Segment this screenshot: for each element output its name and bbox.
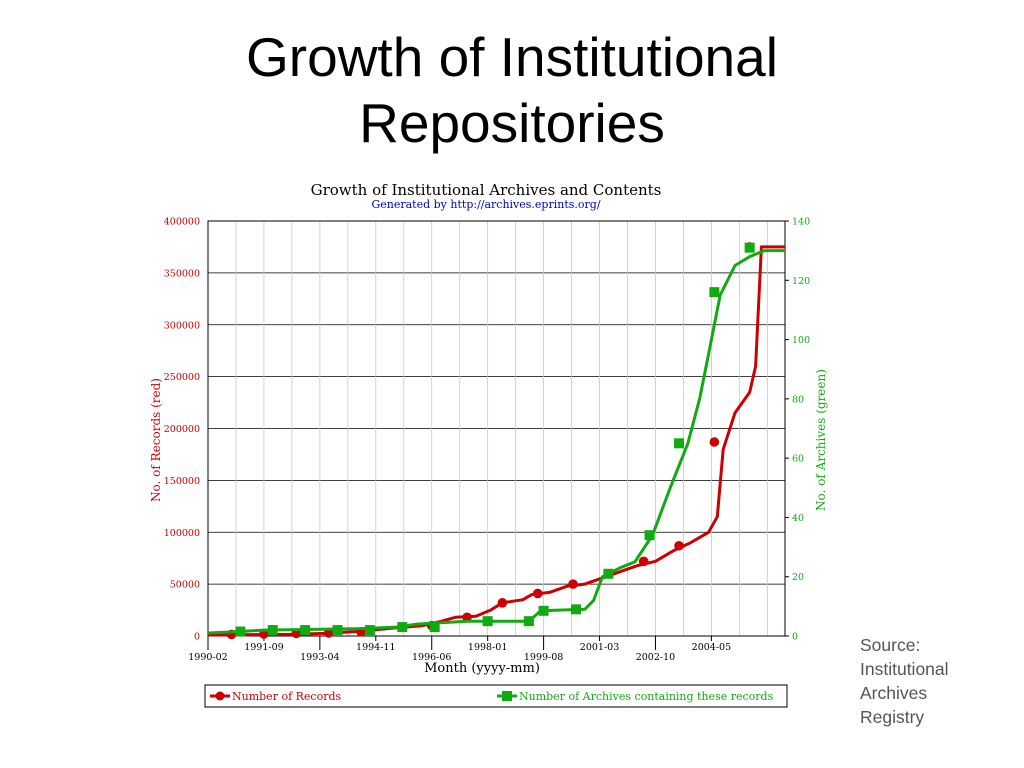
archives-data-point xyxy=(300,625,311,636)
archives-series-line xyxy=(207,249,785,635)
archives-data-point xyxy=(235,626,246,637)
legend-records-marker xyxy=(215,691,225,701)
source-line-2: Institutional xyxy=(860,659,949,679)
records-data-point xyxy=(638,556,649,567)
x-tick-label: 1990-02 xyxy=(188,652,227,663)
y-tick-label-right: 0 xyxy=(792,632,798,643)
y-tick-label-left: 250000 xyxy=(164,372,200,383)
y-tick-label-left: 200000 xyxy=(164,424,200,435)
archives-data-point xyxy=(397,622,408,633)
archives-data-point xyxy=(674,438,685,449)
records-data-point xyxy=(674,540,684,551)
y-tick-label-right: 20 xyxy=(792,572,804,583)
records-data-point xyxy=(709,437,720,447)
y-tick-label-right: 100 xyxy=(792,335,810,346)
y-tick-label-left: 350000 xyxy=(164,268,200,279)
x-tick-label: 2002-10 xyxy=(636,652,675,663)
x-axis-label: Month (yyyy-mm) xyxy=(424,661,540,676)
archives-data-point xyxy=(523,616,534,627)
legend-box xyxy=(204,684,788,708)
x-tick-label: 1996-06 xyxy=(412,652,451,663)
records-data-point xyxy=(532,588,543,599)
chart-subtitle: Generated by http://archives.eprints.org… xyxy=(371,198,600,211)
legend-archives-marker xyxy=(502,691,512,701)
source-line-3: Archives xyxy=(860,683,928,703)
archives-data-point xyxy=(709,287,720,298)
source-note: Source: Institutional Archives Registry xyxy=(860,633,1010,729)
axes: 0 50000 100000 150000 200000 250000 300000 3500… xyxy=(164,217,810,664)
y-axis-left-label: No. of Records (red) xyxy=(149,378,163,502)
y-tick-label-left: 50000 xyxy=(170,580,200,591)
x-tick-label: 1991-09 xyxy=(244,642,283,653)
archives-data-point xyxy=(332,625,343,636)
y-tick-label-left: 400000 xyxy=(164,217,200,228)
archives-data-point xyxy=(364,625,375,636)
archives-data-point xyxy=(570,604,581,615)
archives-data-point xyxy=(538,605,549,616)
y-tick-label-left: 300000 xyxy=(164,320,200,331)
x-tick-label: 1993-04 xyxy=(300,652,339,663)
y-axis-right-label: No. of Archives (green) xyxy=(814,369,828,511)
archives-data-point xyxy=(267,625,278,636)
grid xyxy=(208,221,785,636)
y-tick-label-left: 0 xyxy=(194,632,200,643)
slide-title-line-2: Repositories xyxy=(359,92,665,154)
records-data-point xyxy=(568,579,578,589)
records-data-point xyxy=(497,598,508,608)
series xyxy=(207,242,785,640)
y-tick-label-right: 140 xyxy=(792,217,810,228)
x-tick-label: 1994-11 xyxy=(356,642,395,653)
archives-data-point xyxy=(482,616,493,627)
x-tick-label: 1999-08 xyxy=(524,652,563,663)
archives-data-point xyxy=(603,568,614,579)
archives-data-point xyxy=(744,242,755,253)
chart-title: Growth of Institutional Archives and Con… xyxy=(311,181,662,199)
legend: Number of Records Number of Archives con… xyxy=(204,684,788,708)
archives-data-point xyxy=(429,622,440,633)
records-series-line xyxy=(207,245,785,637)
legend-archives-label: Number of Archives containing these reco… xyxy=(519,690,774,703)
y-tick-label-right: 40 xyxy=(792,513,804,524)
x-tick-label: 1998-01 xyxy=(468,642,507,653)
y-tick-label-right: 60 xyxy=(792,454,804,465)
source-line-4: Registry xyxy=(860,707,925,727)
legend-records-label: Number of Records xyxy=(232,690,342,703)
y-tick-label-right: 80 xyxy=(792,394,804,405)
y-tick-label-right: 120 xyxy=(792,276,810,287)
x-tick-label: 2001-03 xyxy=(580,642,619,653)
archives-data-point xyxy=(644,530,655,541)
source-line-1: Source: xyxy=(860,635,921,655)
plot-frame xyxy=(207,220,786,637)
y-tick-label-left: 100000 xyxy=(164,528,200,539)
y-tick-label-left: 150000 xyxy=(164,476,200,487)
slide-title-line-1: Growth of Institutional xyxy=(246,26,778,88)
x-tick-label: 2004-05 xyxy=(692,642,731,653)
slide-title: Growth of Institutional Repositories xyxy=(0,24,1024,156)
